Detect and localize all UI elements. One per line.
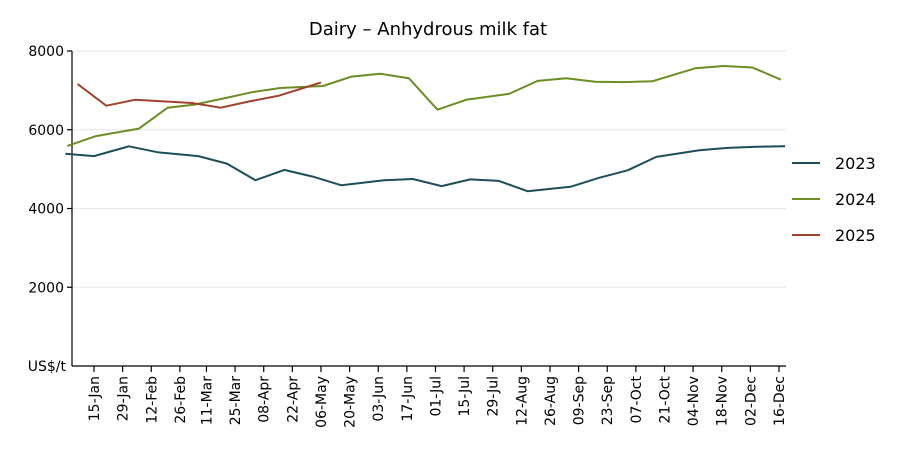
y-axis-label: US$/t [28,359,67,375]
x-tick-label: 29-Jul [486,376,502,417]
x-tick-label: 11-Mar [199,376,215,426]
legend-item-2023: 2023 [792,154,876,173]
x-tick-label: 04-Nov [686,376,702,426]
x-tick-label: 06-May [314,376,330,428]
x-tick-label: 01-Jul [428,376,444,417]
legend: 2023 2024 2025 [792,154,876,245]
x-tick-label: 26-Feb [173,376,189,424]
x-tick-label: 21-Oct [657,375,673,423]
x-tick-label: 23-Sep [600,376,616,425]
legend-item-2024: 2024 [792,190,876,209]
grid [72,50,786,288]
legend-label: 2025 [835,226,876,245]
x-tick-label: 07-Oct [629,375,645,423]
series-line-2025 [76,81,322,109]
legend-label: 2023 [835,154,876,173]
x-tick-label: 03-Jun [371,376,387,422]
x-tick-label: 26-Aug [543,376,559,426]
y-ticks: 2000 4000 6000 8000 [28,44,72,296]
x-tick-label: 29-Jan [116,376,132,421]
y-tick-label: 2000 [28,280,64,296]
x-tick-label: 22-Apr [285,376,301,423]
x-tick-label: 02-Dec [743,376,759,426]
legend-item-2025: 2025 [792,226,876,245]
x-tick-label: 15-Jan [87,376,103,421]
y-tick-label: 8000 [28,44,64,60]
y-tick-label: 6000 [28,123,64,139]
x-ticks: 15-Jan 29-Jan 12-Feb 26-Feb 11-Mar 25-Mar 08-A… [87,366,788,428]
x-tick-label: 17-Jun [400,376,416,422]
x-tick-label: 12-Aug [514,376,530,426]
series [65,65,786,193]
x-tick-label: 15-Jul [457,376,473,417]
series-line-2023 [65,145,786,193]
x-tick-label: 09-Sep [572,376,588,425]
series-line-2024 [67,65,782,147]
x-tick-label: 16-Dec [772,376,788,426]
x-tick-label: 20-May [343,376,359,428]
x-tick-label: 12-Feb [144,376,160,424]
x-tick-label: 08-Apr [257,376,273,423]
y-tick-label: 4000 [28,202,64,218]
chart-title: Dairy – Anhydrous milk fat [309,19,547,40]
x-tick-label: 25-Mar [228,376,244,426]
x-tick-label: 18-Nov [715,376,731,426]
legend-label: 2024 [835,190,876,209]
